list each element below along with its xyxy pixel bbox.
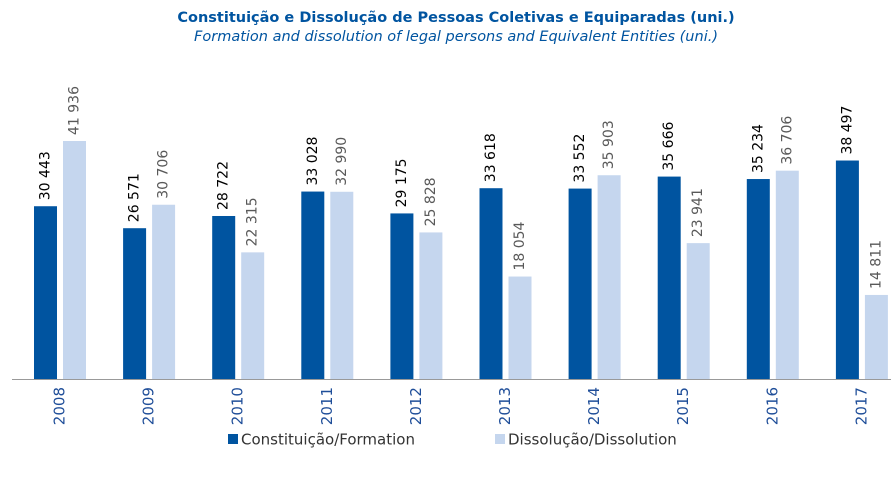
- legend-label: Dissolução/Dissolution: [508, 431, 677, 449]
- value-label: 35 234: [750, 124, 766, 173]
- value-label: 35 666: [661, 122, 677, 171]
- bar: [301, 191, 325, 379]
- value-label: 22 315: [245, 197, 261, 246]
- x-tick-label: 2012: [407, 387, 425, 425]
- bar: [34, 206, 57, 379]
- bar: [63, 141, 86, 379]
- legend-label: Constituição/Formation: [241, 431, 415, 449]
- value-label: 33 618: [483, 133, 499, 182]
- x-tick-label: 2013: [496, 387, 514, 425]
- value-label: 28 722: [216, 161, 232, 210]
- value-label: 26 571: [127, 173, 143, 222]
- value-label: 33 028: [305, 137, 321, 186]
- bar: [686, 243, 710, 379]
- x-tick-label: 2016: [763, 387, 781, 425]
- value-label: 25 828: [423, 177, 439, 226]
- value-label: 18 054: [512, 221, 528, 270]
- legend-swatch: [495, 434, 505, 444]
- x-tick-label: 2010: [229, 387, 247, 425]
- chart-subtitle: Formation and dissolution of legal perso…: [194, 29, 718, 45]
- bar: [479, 188, 503, 379]
- bar: [419, 232, 443, 379]
- value-label: 29 175: [394, 158, 410, 207]
- bar: [746, 179, 770, 379]
- bar: [775, 170, 799, 379]
- bar: [568, 188, 592, 379]
- value-label: 30 443: [38, 151, 54, 200]
- bar: [597, 175, 621, 379]
- bar: [241, 252, 265, 379]
- value-label: 41 936: [67, 86, 83, 135]
- bar: [657, 176, 681, 379]
- value-label: 35 903: [601, 120, 617, 169]
- bar: [212, 215, 236, 379]
- bar: [390, 213, 414, 379]
- value-label: 36 706: [779, 116, 795, 165]
- x-tick-label: 2015: [674, 387, 692, 425]
- value-label: 14 811: [868, 240, 884, 289]
- value-label: 23 941: [690, 188, 706, 237]
- bar: [864, 294, 888, 379]
- bar: [123, 228, 147, 379]
- legend-swatch: [228, 434, 238, 444]
- chart-title: Constituição e Dissolução de Pessoas Col…: [177, 10, 734, 26]
- x-tick-label: 2009: [140, 387, 158, 425]
- value-label: 32 990: [334, 137, 350, 186]
- x-tick-label: 2011: [318, 387, 336, 425]
- value-label: 33 552: [572, 134, 588, 183]
- bar: [152, 204, 176, 379]
- value-label: 30 706: [156, 150, 172, 199]
- bar: [508, 276, 532, 379]
- bar: [835, 160, 859, 379]
- x-tick-label: 2008: [51, 387, 69, 425]
- value-label: 38 497: [839, 106, 855, 155]
- x-tick-label: 2014: [585, 387, 603, 425]
- bar: [330, 191, 354, 379]
- x-tick-label: 2017: [852, 387, 870, 425]
